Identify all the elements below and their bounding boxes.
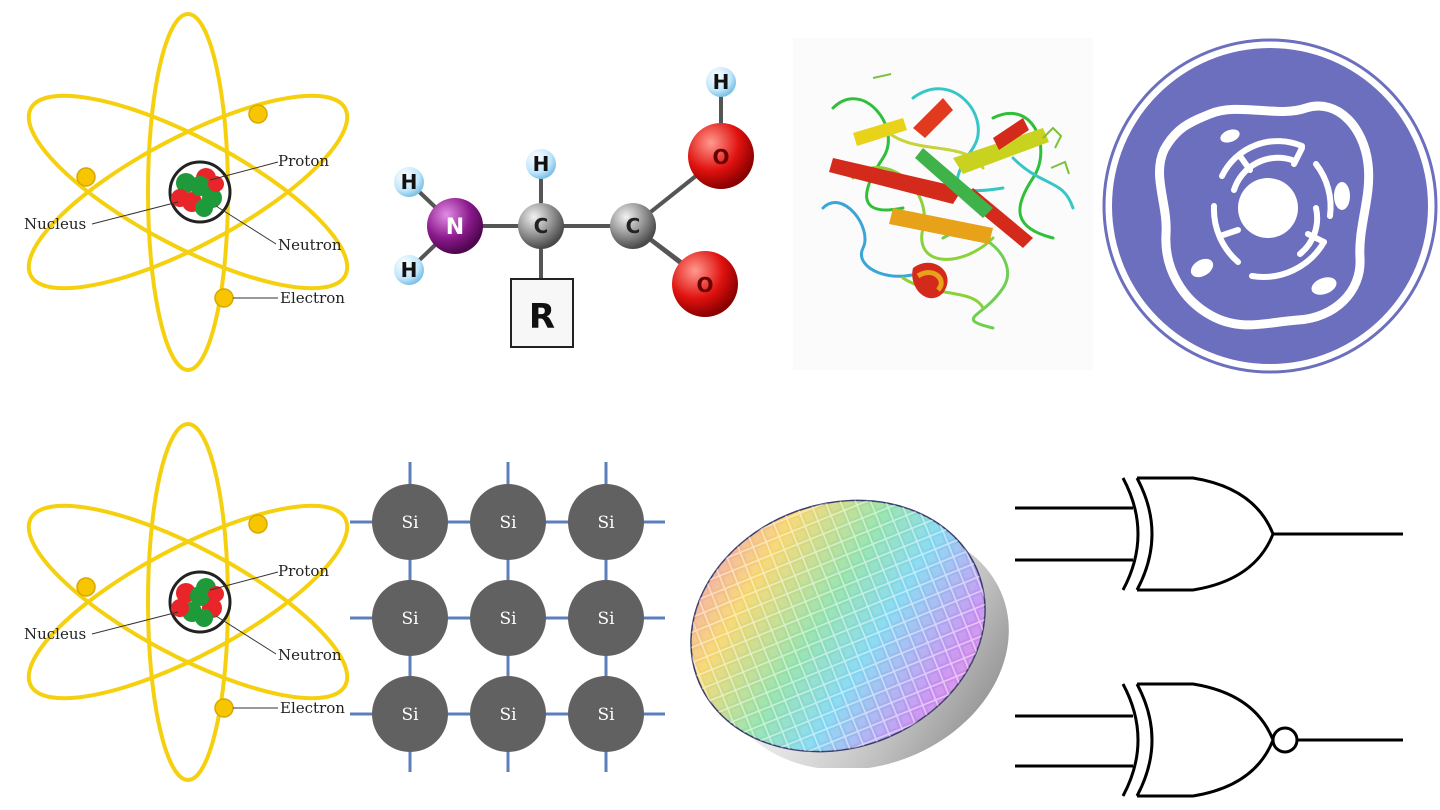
electron: [248, 104, 268, 124]
hydrogen-atom: H: [394, 255, 424, 285]
atom-diagram-top: Proton Nucleus Neutron Electron: [24, 12, 350, 372]
silicon-atom-label: Si: [499, 705, 517, 725]
organelle: [1311, 277, 1337, 295]
hydrogen-atom: H: [526, 149, 556, 179]
svg-text:O: O: [712, 145, 729, 169]
electron: [214, 288, 234, 308]
silicon-atom: Si: [470, 676, 546, 752]
electron: [248, 514, 268, 534]
hydrogen-atom: H: [394, 167, 424, 197]
svg-text:R: R: [529, 297, 555, 337]
oxygen-atom: O: [672, 251, 738, 317]
orbit-diagonal-a: [26, 93, 350, 291]
silicon-wafer-image: [688, 498, 1010, 768]
silicon-atom: Si: [568, 484, 644, 560]
cell-nucleus: [1238, 178, 1298, 238]
silicon-atom: Si: [568, 580, 644, 656]
organelle: [1190, 258, 1214, 278]
silicon-atom: Si: [470, 484, 546, 560]
electron-label: Electron: [280, 699, 345, 717]
endoplasmic-reticulum: [1219, 138, 1305, 179]
silicon-atom-label: Si: [597, 705, 615, 725]
svg-text:O: O: [696, 273, 713, 297]
svg-text:H: H: [533, 152, 550, 176]
organelle: [1334, 182, 1350, 210]
r-group: R: [510, 278, 574, 348]
electron-label: Electron: [280, 289, 345, 307]
electron: [214, 698, 234, 718]
silicon-atom-label: Si: [499, 513, 517, 533]
svg-text:C: C: [626, 214, 641, 238]
xor-gate: [1015, 476, 1403, 592]
neutron-label: Neutron: [278, 236, 342, 254]
silicon-atom-label: Si: [401, 609, 419, 629]
hydrogen-atom: H: [706, 67, 736, 97]
protein-structure-image: [793, 38, 1093, 370]
oxygen-atom: O: [688, 123, 754, 189]
silicon-atom: Si: [372, 676, 448, 752]
atom-diagram-bottom: Proton Nucleus Neutron Electron: [24, 422, 350, 782]
amino-acid-diagram: H H H H N C C O O R: [394, 67, 754, 348]
silicon-atom: Si: [372, 580, 448, 656]
silicon-atom: Si: [470, 580, 546, 656]
cell-icon: [1102, 38, 1438, 374]
cell-membrane: [1155, 101, 1374, 330]
svg-text:N: N: [446, 215, 464, 240]
nucleus-label: Nucleus: [24, 625, 86, 643]
electron: [76, 577, 96, 597]
silicon-atom: Si: [568, 676, 644, 752]
proton-label: Proton: [278, 562, 329, 580]
nucleus: [168, 160, 232, 224]
electron: [76, 167, 96, 187]
nucleus-label: Nucleus: [24, 215, 86, 233]
orbit-diagonal-b: [26, 93, 350, 291]
xnor-gate: [1015, 682, 1403, 798]
nucleus: [168, 570, 232, 634]
silicon-atom-label: Si: [597, 609, 615, 629]
silicon-atom-label: Si: [597, 513, 615, 533]
svg-text:C: C: [534, 214, 549, 238]
svg-text:H: H: [713, 70, 730, 94]
silicon-atom: Si: [372, 484, 448, 560]
silicon-atom-label: Si: [499, 609, 517, 629]
carbon-atom: C: [610, 203, 656, 249]
silicon-atom-label: Si: [401, 513, 419, 533]
carbon-atom: C: [518, 203, 564, 249]
organelle: [1220, 129, 1240, 143]
svg-text:H: H: [401, 258, 418, 282]
inversion-bubble: [1271, 726, 1299, 754]
neutron-label: Neutron: [278, 646, 342, 664]
svg-text:H: H: [401, 170, 418, 194]
silicon-lattice-diagram: Si Si Si Si Si Si Si Si Si: [350, 462, 665, 772]
proton-label: Proton: [278, 152, 329, 170]
silicon-atom-label: Si: [401, 705, 419, 725]
nitrogen-atom: N: [427, 198, 483, 254]
logic-gates-diagram: [1015, 476, 1403, 798]
